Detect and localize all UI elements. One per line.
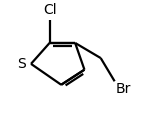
- Text: S: S: [17, 57, 26, 71]
- Text: Br: Br: [116, 82, 131, 96]
- Text: Cl: Cl: [43, 3, 56, 17]
